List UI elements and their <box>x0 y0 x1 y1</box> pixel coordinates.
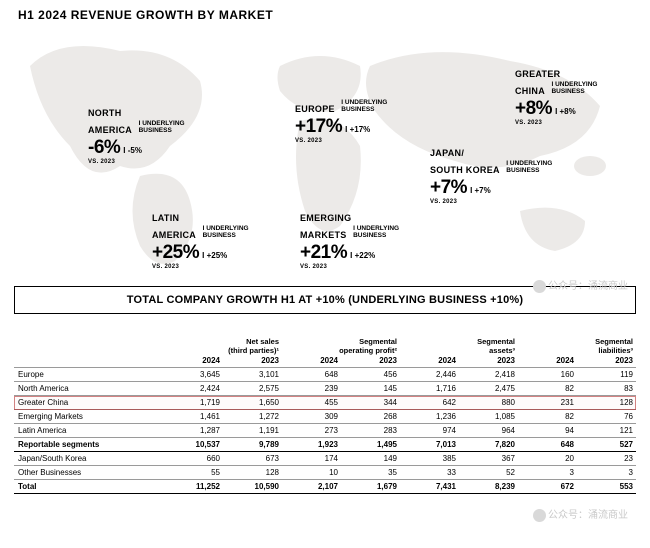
watermark-2: 公众号：涌流商业 <box>533 506 628 522</box>
page-title: H1 2024 REVENUE GROWTH BY MARKET <box>0 0 650 26</box>
table-row: Europe3,6453,1016484562,4462,418160119 <box>14 368 636 382</box>
region-name: NORTHAMERICA <box>88 108 132 135</box>
table-row: Japan/South Korea6606731741493853672023 <box>14 452 636 466</box>
region-emerging: EMERGINGMARKETS I UNDERLYING BUSINESS +2… <box>300 209 399 270</box>
table-row: Other Businesses551281035335233 <box>14 466 636 480</box>
region-europe: EUROPE I UNDERLYING BUSINESS +17%I +17% … <box>295 100 387 144</box>
region-pct: -6% <box>88 137 120 158</box>
region-north-america: NORTHAMERICA I UNDERLYING BUSINESS -6%I … <box>88 104 185 165</box>
growth-summary: TOTAL COMPANY GROWTH H1 AT +10% (UNDERLY… <box>14 286 636 314</box>
table-row: Latin America1,2871,19127328397496494121 <box>14 424 636 438</box>
table-header-groups: Net sales (third parties)¹ Segmental ope… <box>14 334 636 355</box>
table-header-years: 20242023 20242023 20242023 20242023 <box>14 355 636 368</box>
region-japan-korea: JAPAN/SOUTH KOREA I UNDERLYING BUSINESS … <box>430 144 552 205</box>
region-greater-china: GREATERCHINA I UNDERLYING BUSINESS +8%I … <box>515 65 597 126</box>
table-row: Emerging Markets1,4611,2723092681,2361,0… <box>14 410 636 424</box>
region-latin-america: LATINAMERICA I UNDERLYING BUSINESS +25%I… <box>152 209 249 270</box>
world-map-wrap: NORTHAMERICA I UNDERLYING BUSINESS -6%I … <box>0 26 650 281</box>
table-row: North America2,4242,5752391451,7162,4758… <box>14 382 636 396</box>
table-row: Reportable segments10,5379,7891,9231,495… <box>14 438 636 452</box>
segments-table: Net sales (third parties)¹ Segmental ope… <box>14 334 636 494</box>
table-row: Greater China1,7191,65045534464288023112… <box>14 396 636 410</box>
table-row: Total11,25210,5902,1071,6797,4318,239672… <box>14 480 636 494</box>
